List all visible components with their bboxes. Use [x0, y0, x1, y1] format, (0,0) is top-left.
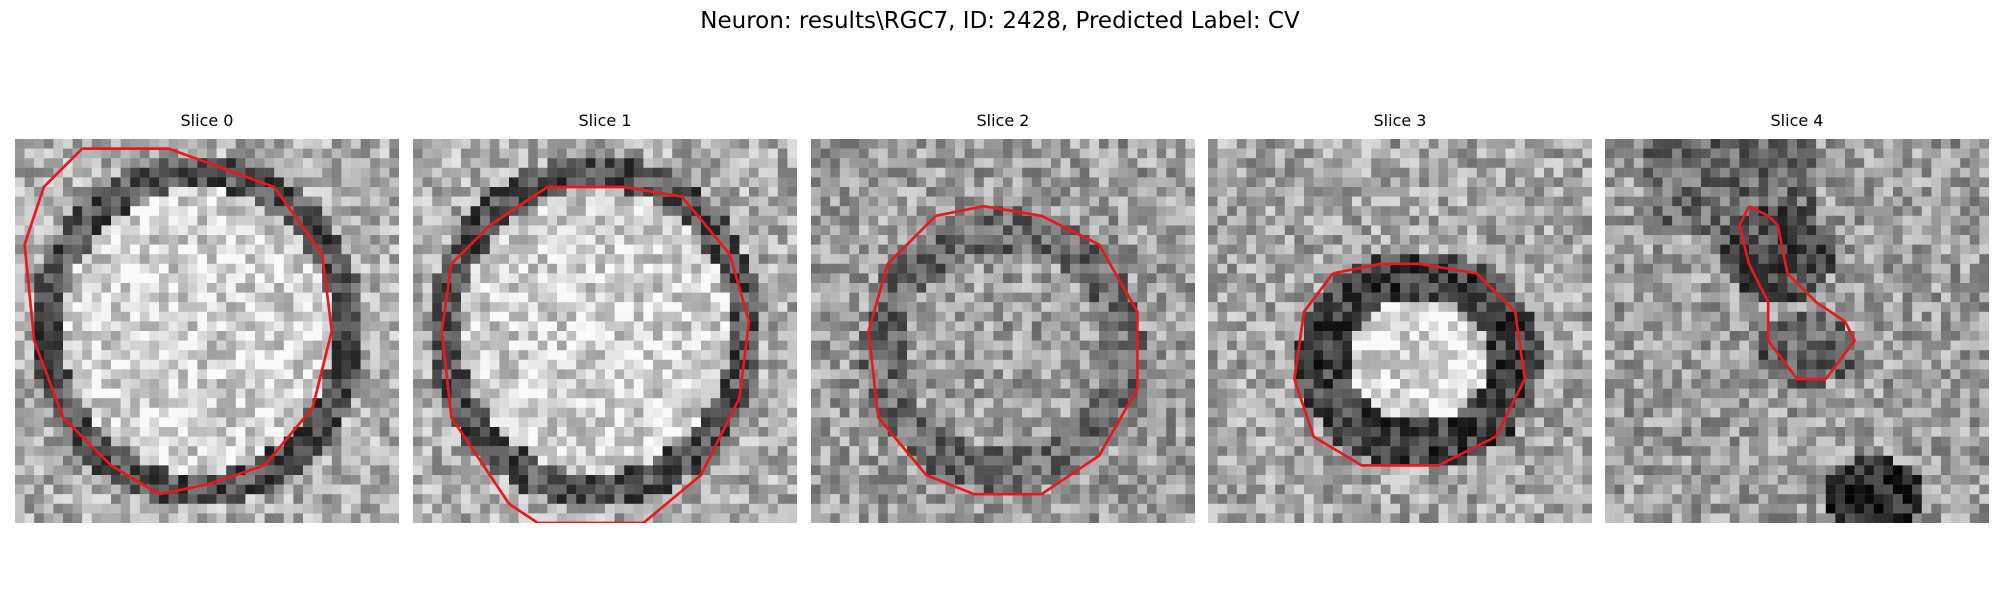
slice-title: Slice 2	[976, 111, 1030, 130]
slice-panel-4: Slice 4	[1605, 110, 1989, 523]
grayscale-pixel-grid	[1208, 139, 1592, 523]
slice-panel-0: Slice 0	[15, 110, 399, 523]
grayscale-pixel-grid	[811, 139, 1195, 523]
contour-outline	[1738, 204, 1856, 381]
slice-panel-2: Slice 2	[811, 110, 1195, 523]
grayscale-pixel-grid	[1605, 139, 1989, 523]
slice-image	[811, 139, 1195, 523]
figure-title: Neuron: results\RGC7, ID: 2428, Predicte…	[700, 8, 1300, 34]
contour-outline	[1293, 262, 1527, 467]
slice-title: Slice 1	[578, 111, 632, 130]
slice-title: Slice 3	[1373, 111, 1427, 130]
grayscale-pixel-grid	[15, 139, 399, 523]
contour-outline	[23, 147, 334, 496]
grayscale-pixel-grid	[413, 139, 797, 523]
contour-outline	[440, 185, 751, 523]
slice-panel-1: Slice 1	[413, 110, 797, 523]
slice-image	[15, 139, 399, 523]
slice-title: Slice 4	[1770, 111, 1824, 130]
slice-title: Slice 0	[180, 111, 234, 130]
slice-image	[1208, 139, 1592, 523]
contour-outline	[867, 204, 1139, 496]
slice-panel-3: Slice 3	[1208, 110, 1592, 523]
slice-image	[1605, 139, 1989, 523]
slice-image	[413, 139, 797, 523]
